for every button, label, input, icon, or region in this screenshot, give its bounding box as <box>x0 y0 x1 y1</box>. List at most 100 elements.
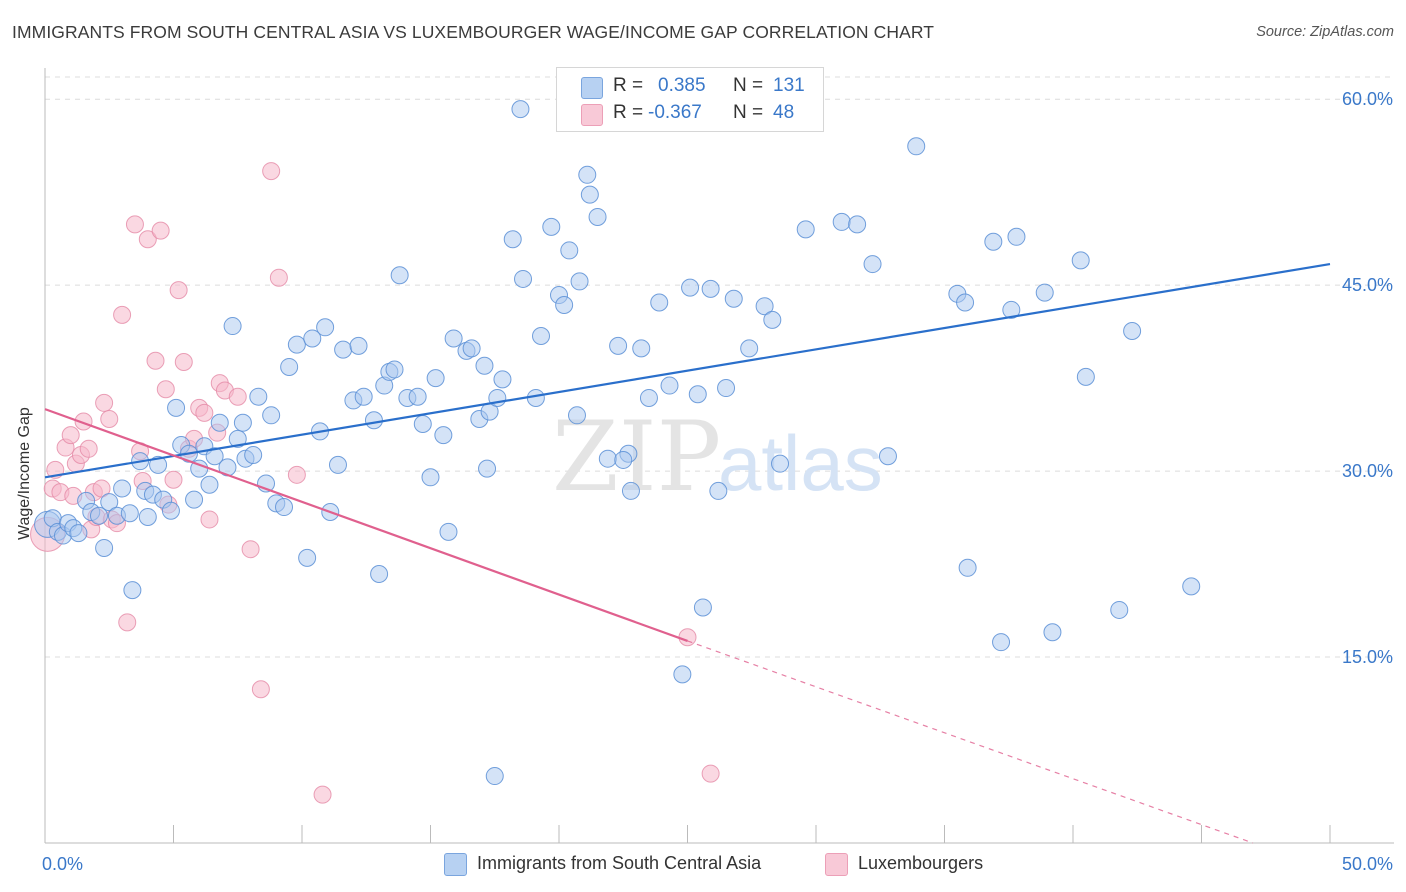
data-point-south-central-asia <box>650 293 669 312</box>
legend-n-value: 131 <box>773 75 805 96</box>
data-point-south-central-asia <box>580 185 599 204</box>
data-point-luxembourgers <box>156 380 175 399</box>
data-point-south-central-asia <box>370 564 389 583</box>
data-point-luxembourgers <box>174 353 193 372</box>
data-point-south-central-asia <box>161 501 180 520</box>
data-point-south-central-asia <box>334 340 353 359</box>
data-point-south-central-asia <box>570 272 589 291</box>
data-point-south-central-asia <box>303 329 322 348</box>
y-tick-label: 30.0% <box>1342 461 1393 481</box>
data-point-south-central-asia <box>567 406 586 425</box>
data-point-south-central-asia <box>149 455 168 474</box>
data-point-south-central-asia <box>275 498 294 517</box>
x-tick-label: 0.0% <box>42 854 83 874</box>
data-point-south-central-asia <box>609 336 628 355</box>
data-point-south-central-asia <box>755 297 774 316</box>
data-point-luxembourgers <box>251 680 270 699</box>
data-point-south-central-asia <box>1035 283 1054 302</box>
legend-n-label: N = <box>733 75 764 96</box>
data-point-south-central-asia <box>444 329 463 348</box>
data-point-south-central-asia <box>717 379 736 398</box>
correlation-legend: R = 0.385 N = 131 R = -0.367 N = 48 <box>556 67 824 132</box>
data-point-south-central-asia <box>555 295 574 314</box>
data-point-luxembourgers <box>100 410 119 429</box>
data-point-south-central-asia <box>205 447 224 466</box>
data-point-luxembourgers <box>200 510 219 529</box>
data-point-south-central-asia <box>167 398 186 417</box>
data-point-south-central-asia <box>478 459 497 478</box>
data-point-luxembourgers <box>146 351 165 370</box>
watermark-atlas: atlas <box>718 419 883 507</box>
bottom-legend-label-pink: Luxembourgers <box>858 853 984 873</box>
data-point-south-central-asia <box>1076 367 1095 386</box>
data-point-south-central-asia <box>560 241 579 260</box>
data-point-south-central-asia <box>210 413 229 432</box>
data-point-south-central-asia <box>328 455 347 474</box>
data-point-south-central-asia <box>588 207 607 226</box>
data-point-luxembourgers <box>61 426 80 445</box>
data-point-south-central-asia <box>724 289 743 308</box>
trend-lines <box>44 262 1331 844</box>
data-point-luxembourgers <box>118 613 137 632</box>
legend-n-value: 48 <box>773 102 795 123</box>
data-point-south-central-asia <box>796 220 815 239</box>
legend-r-value: -0.367 <box>648 102 702 123</box>
data-point-luxembourgers <box>138 230 157 249</box>
data-point-luxembourgers <box>151 221 170 240</box>
data-point-luxembourgers <box>287 465 306 484</box>
data-point-south-central-asia <box>138 507 157 526</box>
data-point-luxembourgers <box>228 387 247 406</box>
data-point-south-central-asia <box>878 447 897 466</box>
data-point-luxembourgers <box>269 268 288 287</box>
x-tick-label: 50.0% <box>1342 854 1393 874</box>
data-point-south-central-asia <box>298 548 317 567</box>
data-point-south-central-asia <box>120 504 139 523</box>
data-point-luxembourgers <box>92 479 111 498</box>
data-point-south-central-asia <box>426 369 445 388</box>
data-point-south-central-asia <box>200 475 219 494</box>
data-point-south-central-asia <box>639 388 658 407</box>
data-point-south-central-asia <box>462 339 481 358</box>
y-tick-label: 60.0% <box>1342 89 1393 109</box>
data-point-south-central-asia <box>123 581 142 600</box>
data-point-luxembourgers <box>678 628 697 647</box>
data-point-south-central-asia <box>526 388 545 407</box>
data-point-south-central-asia <box>514 269 533 288</box>
data-point-south-central-asia <box>95 538 114 557</box>
data-point-south-central-asia <box>439 522 458 541</box>
data-point-south-central-asia <box>693 598 712 617</box>
legend-swatch-blue <box>581 77 603 99</box>
tick-labels: 15.0% 30.0% 45.0% 60.0% 0.0% 50.0% <box>42 89 1393 874</box>
data-point-luxembourgers <box>262 162 281 181</box>
bottom-legend-swatch-pink <box>825 853 848 876</box>
data-point-south-central-asia <box>1182 577 1201 596</box>
legend-r-label: R = <box>613 102 644 123</box>
data-point-south-central-asia <box>863 255 882 274</box>
data-point-south-central-asia <box>1043 623 1062 642</box>
data-point-south-central-asia <box>249 387 268 406</box>
data-point-luxembourgers <box>701 764 720 783</box>
data-point-south-central-asia <box>280 357 299 376</box>
source-credit: Source: ZipAtlas.com <box>1256 24 1394 40</box>
data-point-south-central-asia <box>1071 251 1090 270</box>
data-point-south-central-asia <box>771 454 790 473</box>
data-point-south-central-asia <box>907 137 926 156</box>
data-point-luxembourgers <box>241 540 260 559</box>
data-point-south-central-asia <box>992 633 1011 652</box>
data-point-south-central-asia <box>69 524 88 543</box>
data-point-luxembourgers <box>169 281 188 300</box>
data-point-south-central-asia <box>632 339 651 358</box>
data-point-south-central-asia <box>349 336 368 355</box>
data-point-luxembourgers <box>74 412 93 431</box>
data-point-south-central-asia <box>185 490 204 509</box>
data-point-south-central-asia <box>688 385 707 404</box>
data-point-south-central-asia <box>385 360 404 379</box>
legend-r-value: 0.385 <box>658 75 706 96</box>
legend-r-label: R = <box>613 75 644 96</box>
data-point-south-central-asia <box>262 406 281 425</box>
data-point-south-central-asia <box>287 335 306 354</box>
y-tick-label: 15.0% <box>1342 647 1393 667</box>
data-point-south-central-asia <box>1110 600 1129 619</box>
series-south-central-asia-points <box>34 100 1201 786</box>
